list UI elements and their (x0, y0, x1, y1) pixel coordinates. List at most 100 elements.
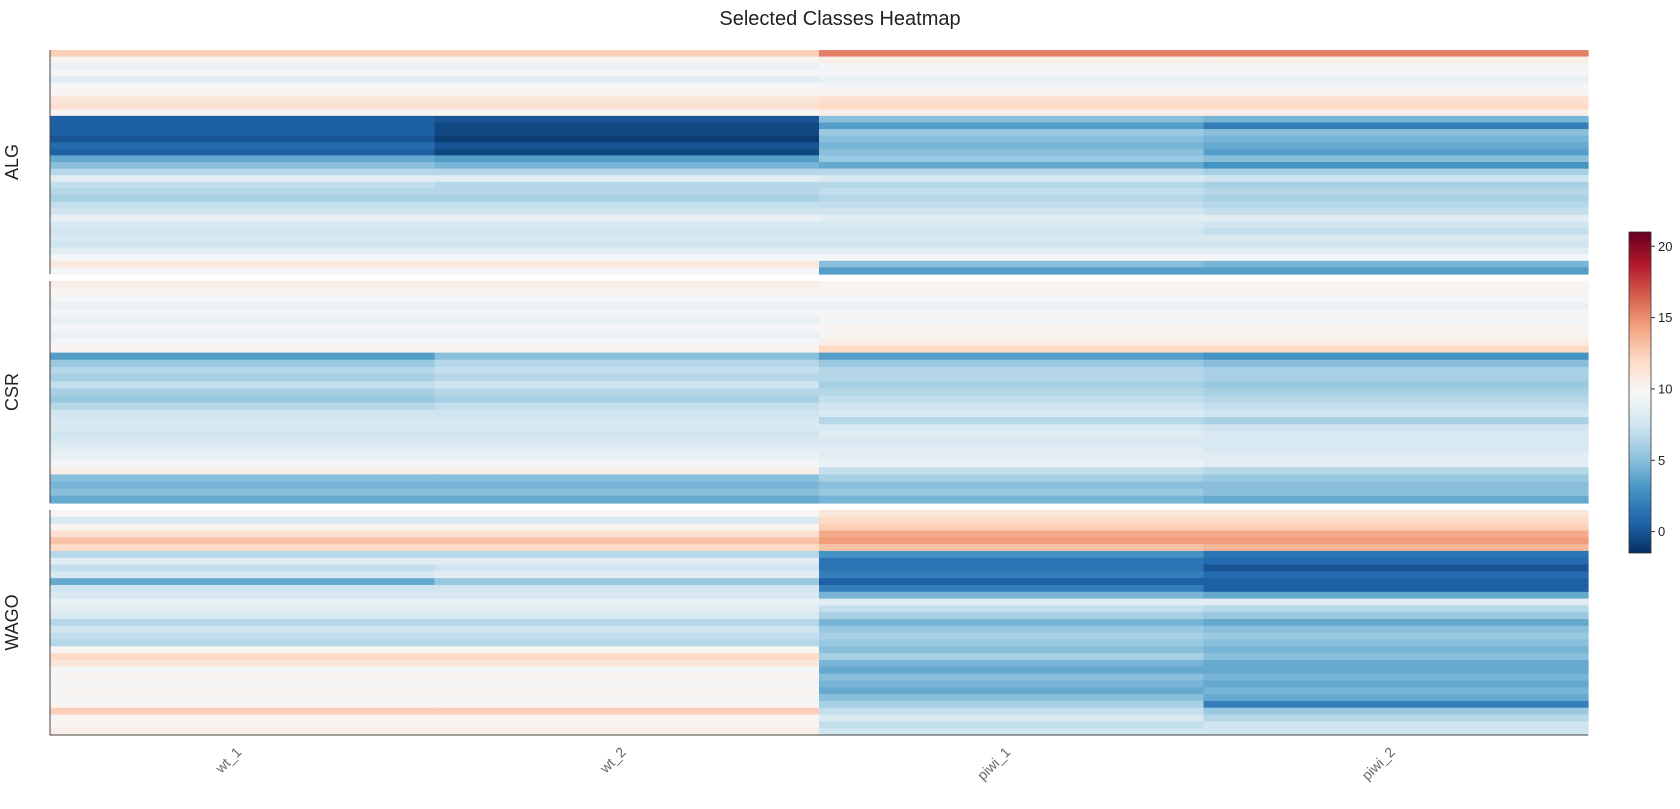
heatmap-cell (434, 175, 820, 183)
heatmap-cell (50, 460, 436, 468)
heatmap-cell (819, 281, 1205, 289)
heatmap-cell (434, 208, 820, 216)
heatmap-cell (434, 323, 820, 332)
heatmap-cell (434, 585, 820, 593)
heatmap-cell (50, 530, 436, 538)
heatmap-cell (50, 69, 436, 77)
heatmap-cell (434, 345, 820, 354)
heatmap-cell (819, 89, 1205, 97)
heatmap-cell (50, 82, 436, 91)
heatmap-cell (50, 359, 436, 368)
heatmap-cell (50, 76, 436, 84)
heatmap-cell (50, 208, 436, 216)
panel-label: ALG (2, 144, 22, 180)
heatmap-cell (1203, 381, 1589, 390)
heatmap-cell (50, 395, 436, 404)
heatmap-cell (434, 605, 820, 613)
heatmap-cell (434, 481, 820, 490)
panel-label: WAGO (2, 594, 22, 650)
heatmap-cell (434, 63, 820, 71)
heatmap-cell (1203, 254, 1589, 262)
heatmap-cell (50, 417, 436, 425)
heatmap-cell (1203, 660, 1589, 668)
heatmap-cell (1203, 366, 1589, 375)
heatmap-cell (434, 673, 820, 682)
heatmap-cell (819, 102, 1205, 110)
heatmap-cell (819, 260, 1205, 269)
heatmap-cell (1203, 181, 1589, 189)
heatmap-cell (50, 728, 436, 736)
heatmap-cell (434, 694, 820, 702)
heatmap-cell (1203, 260, 1589, 269)
heatmap-cell (1203, 267, 1589, 275)
heatmap-cell (434, 247, 820, 255)
heatmap-cell (50, 155, 436, 163)
heatmap-cell (1203, 632, 1589, 641)
heatmap-cell (819, 619, 1205, 627)
heatmap-cell (1203, 76, 1589, 84)
heatmap-cell (819, 388, 1205, 397)
heatmap-panels: ALG CSR WAGO (2, 50, 1589, 736)
heatmap-cell (1203, 142, 1589, 150)
heatmap-cell (1203, 721, 1589, 729)
heatmap-cell (1203, 666, 1589, 675)
heatmap-cell (434, 537, 820, 545)
heatmap-cell (434, 115, 820, 124)
heatmap-cell (50, 295, 436, 304)
heatmap-cell (819, 625, 1205, 634)
heatmap-cell (819, 714, 1205, 722)
heatmap-cell (50, 700, 436, 709)
heatmap-cell (819, 69, 1205, 77)
heatmap-cell (819, 201, 1205, 209)
heatmap-cell (819, 660, 1205, 668)
heatmap-cell (50, 653, 436, 661)
heatmap-cell (50, 388, 436, 397)
heatmap-cell (50, 452, 436, 461)
heatmap-cell (819, 227, 1205, 236)
heatmap-cell (434, 221, 820, 229)
heatmap-cell (50, 619, 436, 627)
heatmap-cell (434, 438, 820, 447)
heatmap-cell (819, 605, 1205, 613)
heatmap-cell (434, 544, 820, 552)
heatmap-cell (819, 530, 1205, 538)
x-tick-label: wt_1 (211, 744, 244, 777)
heatmap-cell (819, 188, 1205, 196)
heatmap-cell (1203, 288, 1589, 296)
colorbar: 0 5 10 15 20 (1628, 231, 1672, 554)
heatmap-cell (819, 381, 1205, 390)
heatmap-cell (434, 431, 820, 440)
heatmap-cell (819, 175, 1205, 183)
heatmap-cell (1203, 694, 1589, 702)
heatmap-cell (434, 96, 820, 104)
heatmap-cell (50, 438, 436, 447)
heatmap-cell (819, 707, 1205, 716)
heatmap-cell (434, 188, 820, 196)
heatmap-cell (434, 530, 820, 538)
heatmap-cell (1203, 281, 1589, 289)
heatmap-cell (1203, 82, 1589, 91)
heatmap-cell (50, 281, 436, 289)
heatmap-cell (434, 155, 820, 163)
heatmap-cell (50, 488, 436, 497)
heatmap-cell (819, 129, 1205, 137)
heatmap-cell (1203, 530, 1589, 538)
heatmap-cell (50, 142, 436, 150)
heatmap-cell (819, 474, 1205, 483)
heatmap-cell (50, 467, 436, 475)
heatmap-cell (1203, 201, 1589, 209)
heatmap-cell (819, 639, 1205, 647)
heatmap-cell (1203, 388, 1589, 397)
heatmap-cell (1203, 714, 1589, 722)
heatmap-cell (434, 571, 820, 579)
panel-label: CSR (2, 373, 22, 411)
colorbar-tick-label: 10 (1658, 381, 1672, 396)
heatmap-cell (434, 302, 820, 311)
heatmap-cell (1203, 424, 1589, 432)
heatmap-cell (819, 728, 1205, 736)
heatmap-cell (434, 417, 820, 425)
heatmap-cell (819, 431, 1205, 440)
heatmap-cell (434, 707, 820, 716)
heatmap-cell (1203, 241, 1589, 249)
heatmap-cell (50, 578, 436, 586)
